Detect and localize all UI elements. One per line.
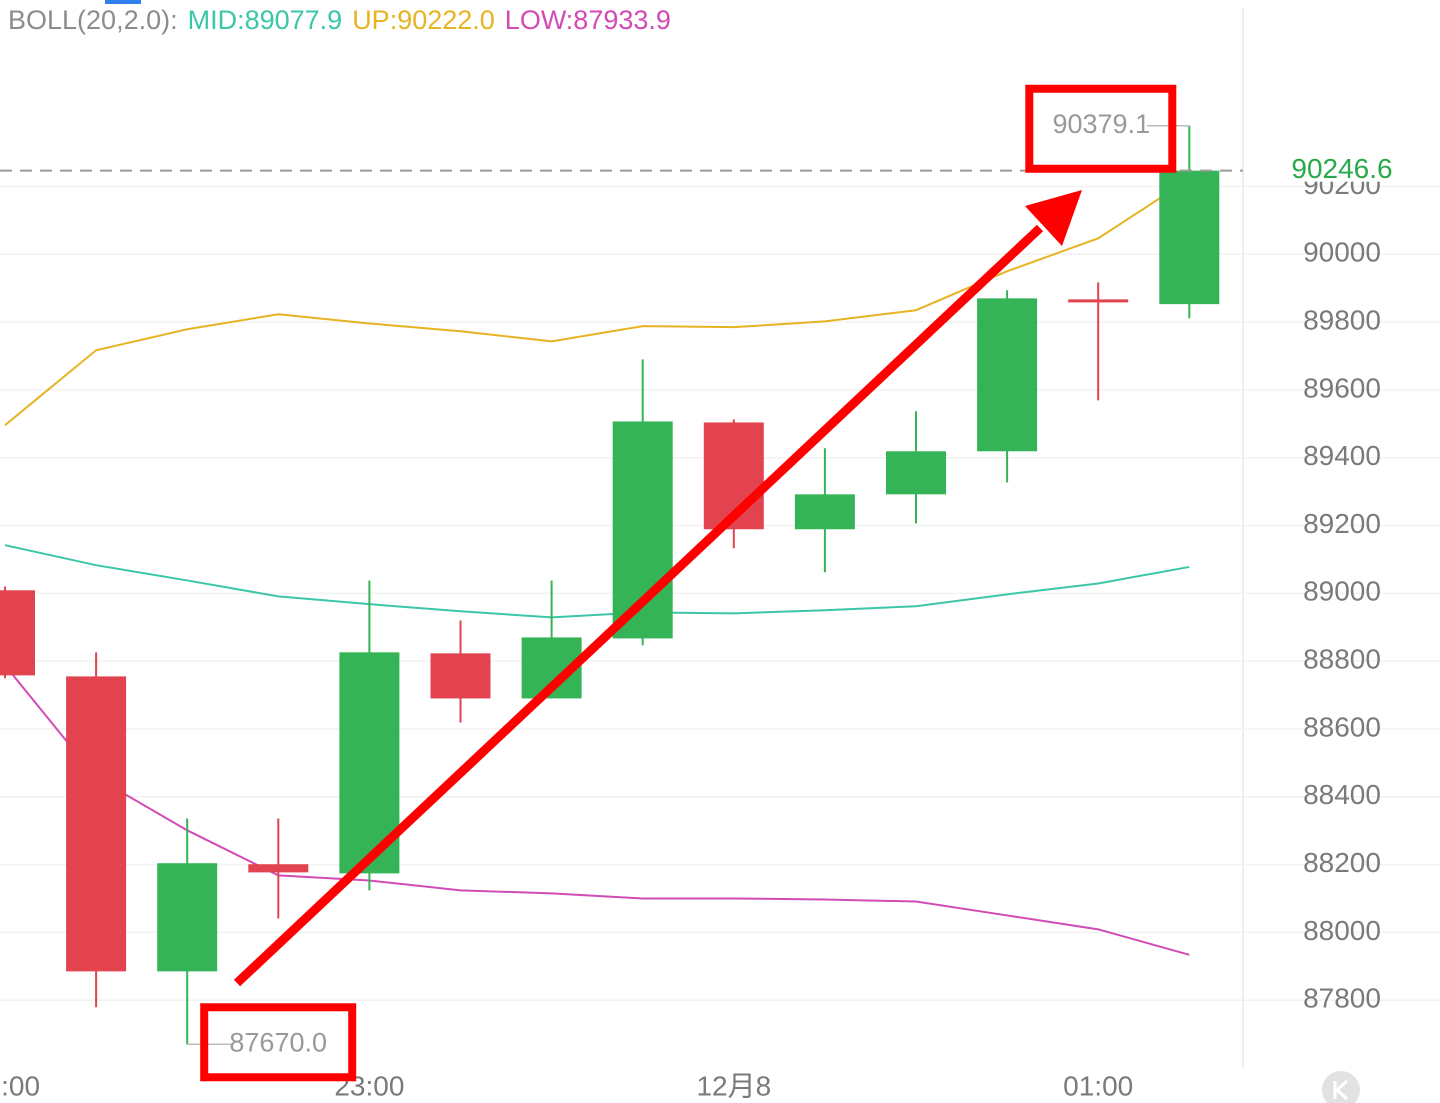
low-marker-label: 87670.0 — [229, 1027, 327, 1057]
y-tick-label: 89400 — [1303, 440, 1381, 471]
x-tick-label: 22:00 — [0, 1070, 40, 1101]
candle-body — [1068, 299, 1129, 303]
boll-line — [4, 544, 1190, 619]
x-tick-label: 12月8 — [696, 1070, 771, 1101]
legend: BOLL(20,2.0): MID:89077.9 UP:90222.0 LOW:87… — [8, 5, 671, 35]
legend-entry: LOW:87933.9 — [505, 5, 671, 35]
legend-entry: UP:90222.0 — [352, 5, 495, 35]
candle-body — [977, 298, 1038, 452]
y-tick-label: 89000 — [1303, 576, 1381, 607]
candle-body — [886, 451, 946, 495]
y-tick-label: 90000 — [1303, 237, 1381, 268]
x-tick-label: 01:00 — [1063, 1070, 1133, 1101]
candle-body — [66, 676, 127, 972]
legend-entry: MID:89077.9 — [188, 5, 343, 35]
candle-body — [0, 590, 35, 676]
high-marker-label: 90379.1 — [1052, 109, 1150, 139]
candle-body — [430, 653, 491, 699]
y-tick-label: 88600 — [1303, 711, 1381, 742]
y-tick-label: 88200 — [1303, 847, 1381, 878]
candle-body — [1159, 170, 1220, 305]
y-tick-label: 88000 — [1303, 915, 1381, 946]
legend-text: BOLL(20,2.0): MID:89077.9 UP:90222.0 LOW:87… — [8, 5, 671, 35]
candle-body — [157, 863, 218, 972]
candle-body — [248, 864, 309, 873]
y-tick-label: 88400 — [1303, 779, 1381, 810]
boll-line — [4, 664, 1190, 956]
k-icon-glyph — [1333, 1079, 1349, 1101]
last-price-bg — [1250, 153, 1435, 182]
candle-body — [794, 494, 855, 530]
y-tick-label: 89800 — [1303, 304, 1381, 335]
trend-arrow-head — [1025, 190, 1082, 246]
highlight-box — [1025, 84, 1177, 173]
y-tick-label: 89200 — [1303, 508, 1381, 539]
y-tick-label: 88800 — [1303, 644, 1381, 675]
highlight-box — [200, 1003, 357, 1082]
tab-indicator — [105, 0, 141, 4]
last-price-label: 90246.6 — [1291, 153, 1392, 184]
y-tick-label: 89600 — [1303, 372, 1381, 403]
y-tick-label: 87800 — [1303, 983, 1381, 1014]
trend-arrow — [233, 224, 1044, 987]
indicator-name: BOLL(20,2.0): — [8, 5, 178, 35]
